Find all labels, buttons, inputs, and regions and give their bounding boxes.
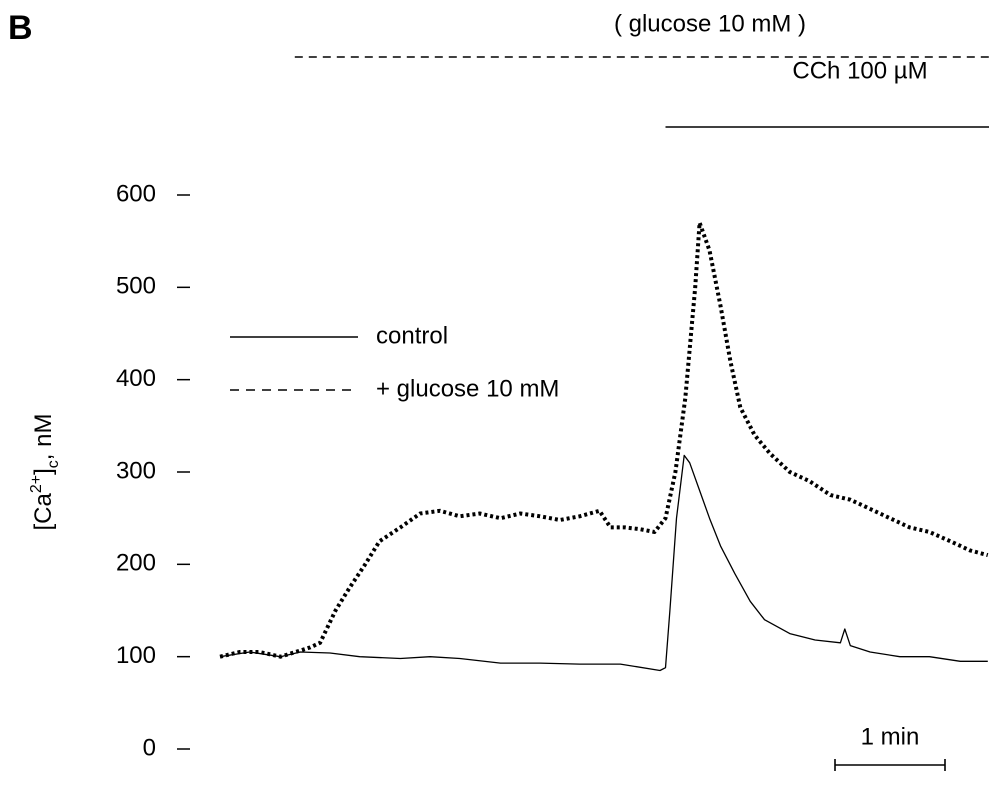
series-line — [219, 454, 988, 672]
y-tick-label: 600 — [116, 180, 156, 207]
y-tick-label: 400 — [116, 365, 156, 392]
y-axis-label-part: [Ca — [30, 492, 57, 530]
y-tick-label: 200 — [116, 550, 156, 577]
panel-label: B — [8, 9, 33, 47]
y-tick-label: 300 — [116, 457, 156, 484]
y-axis-label-part: c — [45, 460, 62, 468]
y-axis-label-part: 2+ — [28, 475, 45, 493]
y-axis-label-part: ] — [30, 468, 57, 475]
series-line — [219, 220, 989, 659]
legend-label: + glucose 10 mM — [376, 375, 559, 402]
legend-label: control — [376, 322, 448, 349]
annotation-label: CCh 100 µM — [792, 57, 927, 84]
scale-bar-label: 1 min — [861, 723, 920, 750]
y-tick-label: 500 — [116, 273, 156, 300]
y-axis-label-part: , nM — [30, 414, 57, 461]
y-axis-label: [Ca2+]c, nM — [28, 414, 62, 531]
annotation-label: ( glucose 10 mM ) — [614, 10, 806, 37]
y-tick-label: 100 — [116, 642, 156, 669]
y-tick-label: 0 — [143, 734, 156, 761]
